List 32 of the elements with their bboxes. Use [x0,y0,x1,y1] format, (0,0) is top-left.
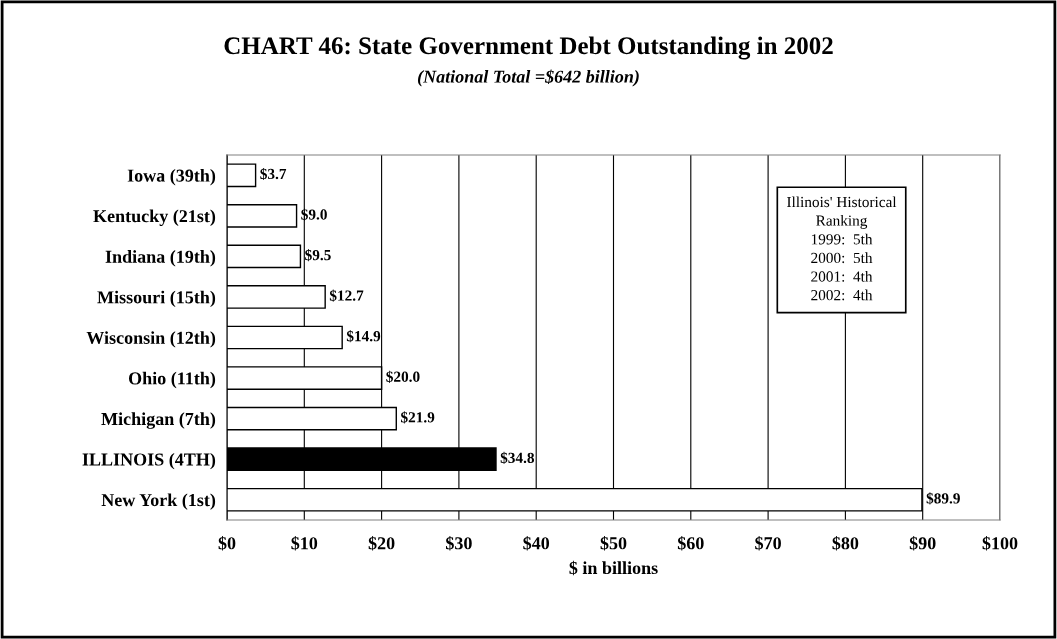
y-tick-label: Ohio (11th) [128,371,216,389]
x-tick-label: $30 [446,536,472,551]
data-label: $89.9 [926,492,960,505]
data-label: $14.9 [346,330,381,343]
chart-subtitle: (National Total =$642 billion) [417,69,639,87]
y-tick-label: Iowa (39th) [127,169,216,186]
data-label: $20.0 [386,370,420,383]
x-axis-title: $ in billions [569,560,658,576]
y-tick-label: Indiana (19th) [105,250,216,267]
y-tick-label: Wisconsin (12th) [86,331,216,348]
x-tick-label: $50 [600,536,627,551]
x-tick-label: $80 [832,536,859,551]
data-label: $34.8 [500,451,535,465]
data-label: $21.9 [401,411,435,424]
x-tick-label: $40 [523,536,550,551]
x-tick-label: $100 [982,536,1018,551]
y-tick-label: Missouri (15th) [97,290,216,308]
x-tick-label: $0 [218,536,236,551]
data-label: $9.5 [305,249,331,262]
y-tick-label: New York (1st) [101,493,216,510]
data-label: $12.7 [329,289,364,302]
y-tick-label: ILLINOIS (4TH) [82,452,216,470]
y-tick-label: Kentucky (21st) [93,209,216,226]
chart-title: CHART 46: State Government Debt Outstanding in 2002 [224,36,833,60]
x-tick-label: $90 [909,536,936,551]
data-label: $3.7 [260,167,287,181]
x-tick-label: $60 [677,536,704,551]
y-tick-label: Michigan (7th) [101,412,216,429]
x-tick-label: $20 [368,536,395,551]
x-tick-label: $70 [755,536,781,551]
x-tick-label: $10 [291,536,318,551]
annotation: Illinois' Historical Ranking 1999: 5th 2000: 5th 2001: 4th 2002: 4th [787,196,897,301]
